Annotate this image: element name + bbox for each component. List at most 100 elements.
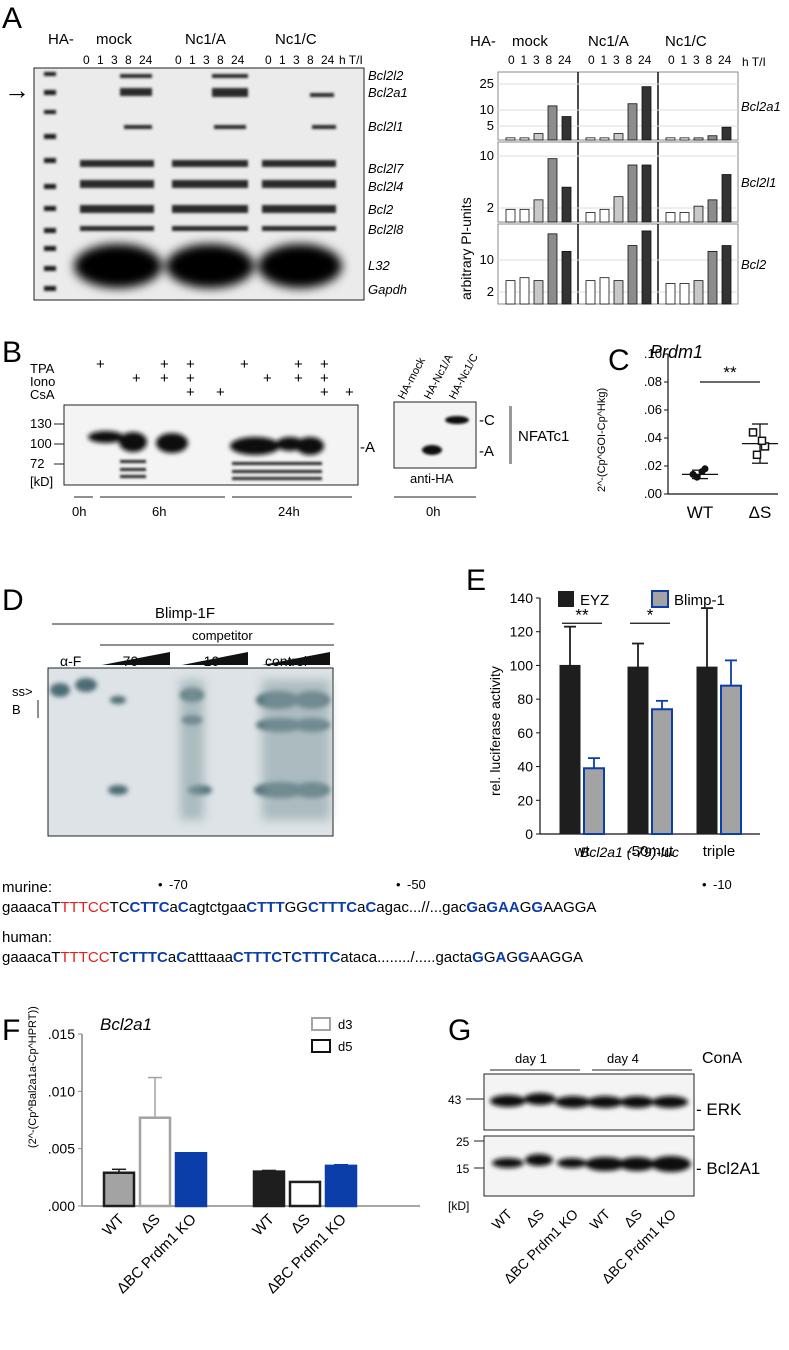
chart-a-tick-label: 2 (487, 284, 494, 299)
chart-c-category: ΔS (749, 503, 772, 522)
chart-a-time-unit: h T/I (742, 55, 766, 69)
chart-c-tick-label: .00 (644, 486, 662, 501)
sequence-segment: G (531, 899, 543, 916)
chart-f-category: ΔS (138, 1211, 164, 1237)
marker-b: B (12, 702, 21, 717)
chart-a-bar (627, 245, 638, 305)
chart-a-panel-title: Bcl2a1 (741, 99, 781, 114)
sequence-segment: T (110, 949, 119, 966)
chart-a-bar (641, 86, 652, 141)
chart-a-bar (693, 137, 704, 141)
chart-f-tick-label: .015 (48, 1026, 75, 1042)
chart-e-tick-label: 0 (525, 826, 533, 842)
chart-a-timepoint: 3 (533, 53, 540, 67)
chart-c-significance: ** (723, 363, 737, 382)
sequence-segment: CTTTC (119, 949, 168, 966)
gene-label: Bcl2l4 (368, 179, 403, 194)
chart-a-bar (679, 283, 690, 305)
chart-a-panel-title: Bcl2l1 (741, 175, 776, 190)
tp-label: 8 (217, 53, 224, 67)
tp-label: 8 (307, 53, 314, 67)
panel-b: B TPA Iono CsA +++++++ ++++++++ + 130 100 … (2, 336, 569, 519)
panel-d-letter: D (2, 584, 24, 617)
chart-a-ha-prefix: HA- (470, 33, 496, 50)
chart-e-bar (627, 666, 649, 835)
tp-label: 0 (265, 53, 272, 67)
panel-e: E EYZ Blimp-1 rel. luciferase activity 1… (466, 564, 760, 860)
chart-a-bar (547, 233, 558, 305)
chart-c-point (698, 468, 706, 476)
panel-b-letter: B (2, 336, 22, 369)
sequence-segment: a (170, 899, 179, 916)
chart-e-tick-label: 120 (510, 624, 534, 640)
chart-c-point (693, 473, 701, 481)
plus-sign: + (345, 384, 354, 401)
sequence-segment: agac...//...gac (376, 899, 467, 916)
chart-a-timepoint: 24 (638, 53, 652, 67)
sequence-segment: a (357, 899, 366, 916)
chart-a-bar (547, 158, 558, 223)
chart-e-tick-label: 80 (517, 691, 533, 707)
chart-a-group-mock: mock (512, 33, 548, 50)
sequence-segment: CTTTC (291, 949, 340, 966)
chart-a-bar (533, 199, 544, 223)
plus-sign: + (160, 370, 169, 387)
tp-label: 3 (111, 53, 118, 67)
chart-a-bar (613, 133, 624, 141)
band-label-a-right: -A (479, 443, 494, 460)
legend-d3: d3 (338, 1017, 352, 1032)
chart-c-tick-label: .08 (644, 374, 662, 389)
chart-e-bar (583, 767, 605, 835)
chart-a-bar (519, 208, 530, 223)
chart-c-point (757, 436, 767, 446)
chart-a-tick-label: 25 (480, 76, 494, 91)
gene-label: Bcl2l1 (368, 119, 403, 134)
sequence-segment: atttaaa (187, 949, 234, 966)
panel-d-gel (47, 667, 334, 837)
panel-a-gel (33, 67, 365, 301)
panel-c-title: Prdm1 (650, 342, 703, 362)
chart-f-bar (324, 1164, 358, 1208)
tp-unit: h T/I (339, 53, 363, 67)
chart-a-bar (561, 250, 572, 305)
chart-f-bar (102, 1171, 136, 1208)
chart-a-timepoints: 0 1 3 8 24 0 1 3 8 24 0 1 3 8 24 (508, 53, 732, 67)
chart-c-point (752, 450, 762, 460)
panel-g-lane-label: ΔS (523, 1206, 548, 1231)
chart-a-timepoint: 1 (521, 53, 528, 67)
chart-a-bar (613, 196, 624, 223)
time-label-24h: 24h (278, 504, 300, 519)
panel-e-letter: E (466, 564, 486, 597)
chart-a-bar (679, 212, 690, 223)
sequence-segment: C (130, 899, 141, 916)
chart-a-bar (693, 280, 704, 305)
sequence-segment: A (495, 949, 506, 966)
gene-label: L32 (368, 258, 390, 273)
band-label-c-right: -C (479, 412, 495, 429)
row-label-csa: CsA (30, 387, 55, 402)
sequence-segment: AAGGA (530, 949, 583, 966)
sequence-segment: CTTTC (233, 949, 282, 966)
chart-e-bar (651, 708, 673, 835)
chart-a-timepoint: 0 (508, 53, 515, 67)
antibody-label: anti-HA (410, 471, 454, 486)
bcl2a1-blot (483, 1135, 695, 1197)
chart-a-timepoint: 24 (718, 53, 732, 67)
panel-a-group-mock: mock (96, 31, 132, 48)
chart-a-bar (665, 137, 676, 141)
panel-f-letter: F (2, 1014, 20, 1047)
plus-sign: + (294, 370, 303, 387)
chart-a-bar (613, 280, 624, 305)
pos-bullet: • (396, 877, 401, 892)
chart-a-bar (533, 133, 544, 141)
sequence-segment: CTTT (246, 899, 284, 916)
panel-c-ylabel: 2^-(Cp^GOI-Cp^Hkg) (596, 388, 608, 492)
treatment-label: ConA (702, 1050, 742, 1067)
mw-15: 15 (456, 1162, 470, 1176)
tp-label: 1 (189, 53, 196, 67)
chart-a-timepoint: 1 (681, 53, 688, 67)
chart-a-bar (707, 250, 718, 305)
legend-swatch-d3 (311, 1017, 331, 1031)
gene-label: Gapdh (368, 282, 407, 297)
sequence-segment: C (176, 949, 187, 966)
